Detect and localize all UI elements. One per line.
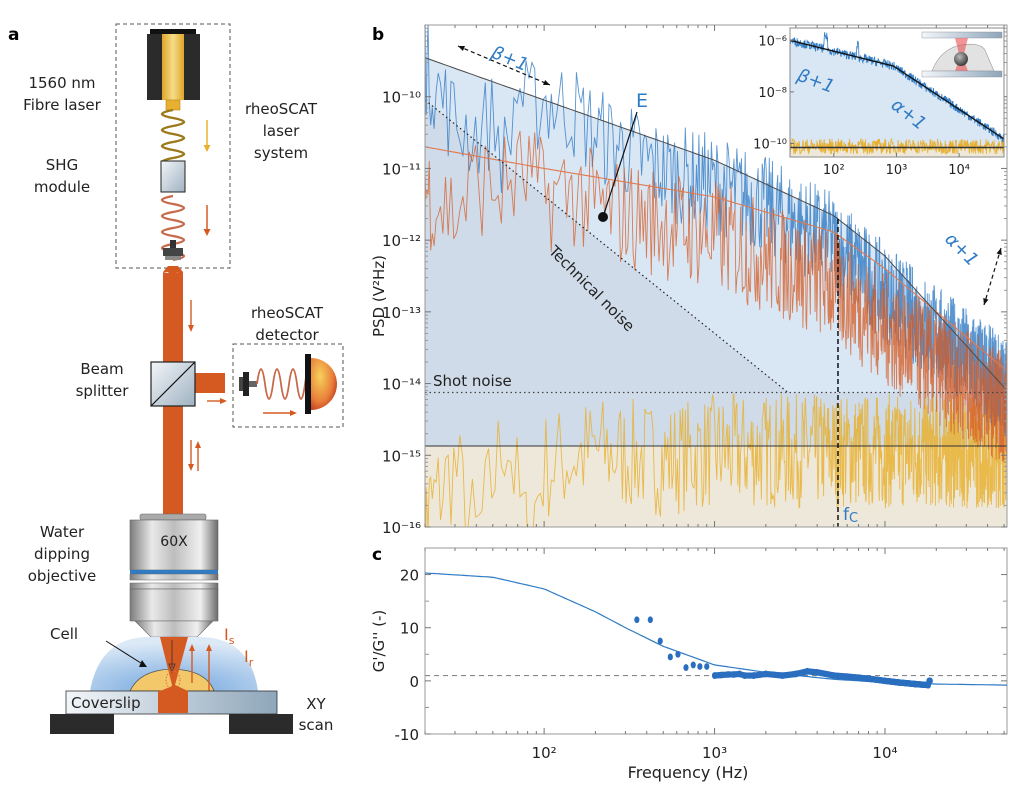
inset-frame [789,27,1005,158]
c-x-tick-label: 10² [532,744,557,762]
ratio-data-point [697,663,703,670]
inset-y-tick-label: 10⁻⁸ [758,86,787,101]
stage-block-right [229,714,293,734]
ratio-data-point [667,653,673,661]
detector-connector-icon [239,372,257,396]
shg-module-icon [160,160,186,193]
fibre-laser-label: 1560 nm Fibre laser [23,74,101,114]
detector-beam [195,373,225,393]
x-axis-label: Frequency (Hz) [628,763,749,782]
plot-c-frame [424,547,1008,735]
ratio-data-point [690,661,696,669]
focused-beam [158,637,188,713]
y-tick-label: 10⁻¹² [382,232,421,250]
inset-x-tick-label: 10² [823,163,845,178]
ratio-data-point [683,664,689,671]
ratio-data-point [675,650,681,658]
plot-c-area [425,572,1007,689]
panel-a-label: a [8,25,19,45]
objective-icon: 60X [129,513,219,638]
beta-slope-arrow-head [543,79,550,85]
beam-splitter-label: Beam splitter [76,360,130,400]
arrow-beam-bidirectional-icon [190,440,199,471]
fc-label: fC [843,505,858,526]
c-y-tick-label: 20 [400,567,419,585]
panel-c-label: c [372,545,382,565]
inset-x-tick-label: 10³ [886,163,908,178]
y-tick-label: 10⁻¹⁴ [382,376,421,394]
series-reference-orange [425,130,1007,463]
alpha-slope-arrow-head [996,248,1002,255]
alpha-slope-arrow [983,247,1002,306]
beta-slope-arrow [457,45,551,86]
plot-b-frame [424,24,1008,528]
fc-subscript: C [849,511,858,526]
inset-plot-area [790,32,1004,157]
c-x-tick-label: 10⁴ [872,744,897,762]
c-y-tick-label: 0 [409,673,419,691]
beam-splitter-icon [150,361,196,407]
c-y-tick-label: -10 [395,726,420,744]
e-pointer-dot [598,212,608,222]
fibre-laser-icon [147,29,200,111]
series-background-yellow [425,393,1007,527]
stage-block-left [50,714,114,734]
inset-series-background [790,137,1004,156]
ratio-data-point [704,663,710,670]
cell-pointer-arrow [105,640,145,666]
fit-e-line [425,57,1006,389]
inset-cell-sketch-icon [921,31,1003,78]
e-pointer-line [602,111,638,218]
panel-b-psd-chart: b 10⁻¹⁰ 10⁻¹¹ 10⁻¹² 10⁻¹³ 10⁻¹⁴ 10⁻¹⁵ 10⁻¹⁶ PSD… [370,24,1008,537]
inset-x-tick-label: 10⁴ [948,163,970,178]
stage-label: XY scan [299,695,334,734]
y-axis-label: PSD (V²Hz) [370,255,388,337]
y-tick-label: 10⁻¹¹ [382,160,421,178]
shg-module-label: SHG module [34,156,90,196]
ratio-data-point [647,616,653,624]
inset-fit-line [790,39,1004,140]
inset-shaded-area [790,40,1004,157]
e-label: E [636,90,648,112]
y-tick-label: 10⁻¹⁶ [382,519,421,537]
objective-magnification: 60X [160,534,188,550]
panel-a-schematic: a [8,23,344,734]
technical-noise-line [425,99,789,393]
ratio-data-point [634,616,640,624]
coverslip-label: Coverslip [71,694,141,712]
sketch-top-glass [921,31,1003,39]
c-y-axis-label: G'/G'' (-) [370,610,388,673]
c-y-tick-label: 10 [400,620,419,638]
detector-box [232,343,344,428]
photodetector-icon [311,358,337,410]
intensity-reflected-label: Ir [244,647,254,669]
y-tick-label: 10⁻¹⁵ [382,447,421,465]
objective-label: Water dipping objective [28,523,97,585]
panel-c-ratio-chart: c 20 10 0 -10 10² 10³ 10⁴ Frequency (Hz) G'/G'' … [370,545,1008,782]
inset-y-tick-label: 10⁻⁶ [758,34,787,49]
alpha-slope-arrow-head [983,298,989,305]
ratio-data-point [657,637,663,645]
laser-system-label: rheoSCAT laser system [245,100,318,162]
sketch-bead [954,52,968,66]
beta-slope-arrow-head [458,46,465,52]
fibre-connector-icon [163,240,183,260]
detector-label: rheoSCAT detector [251,304,324,344]
y-tick-label: 10⁻¹⁰ [382,89,421,107]
shot-noise-label: Shot noise [433,372,512,390]
c-x-tick-label: 10³ [702,744,727,762]
ratio-data-point [928,677,933,685]
intensity-scattered-label: Is [224,625,235,647]
cell-label: Cell [50,625,78,643]
y-tick-label: 10⁻¹³ [382,304,421,322]
detector-plate [305,354,311,414]
fit-orange-line [425,146,1006,370]
panel-b-label: b [372,25,384,45]
sketch-bottom-glass [921,70,1003,78]
inset-y-tick-label: 10⁻¹⁰ [753,138,787,153]
